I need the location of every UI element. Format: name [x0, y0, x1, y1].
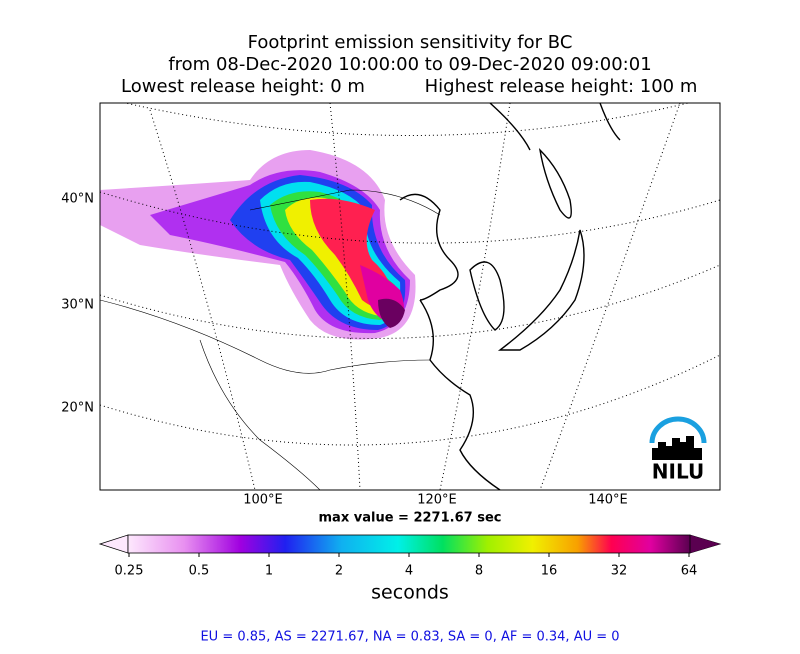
period: from 08-Dec-2020 10:00:00 to 09-Dec-2020… [168, 54, 651, 75]
colorbar-tick-label: 0.5 [189, 564, 210, 579]
colorbar-tick-label: 16 [541, 564, 558, 579]
map [100, 103, 720, 490]
colorbar-tick-label: 64 [681, 564, 698, 579]
lon-label: 120°E [417, 493, 457, 508]
colorbar-tick-label: 8 [475, 564, 483, 579]
lat-label: 30°N [61, 298, 94, 313]
colorbar-tick-label: 4 [405, 564, 413, 579]
colorbar-tick-label: 2 [335, 564, 343, 579]
title: Footprint emission sensitivity for BC [248, 32, 573, 53]
lon-label: 100°E [243, 493, 283, 508]
lat-label: 20°N [61, 401, 94, 416]
colorbar-tick-label: 1 [265, 564, 273, 579]
lat-label: 40°N [61, 192, 94, 207]
footer: EU = 0.85, AS = 2271.67, NA = 0.83, SA =… [200, 630, 619, 645]
colorbar-tick-label: 32 [611, 564, 628, 579]
colorbar-label: seconds [371, 582, 449, 604]
colorbar-tick-label: 0.25 [115, 564, 144, 579]
map-frame [99, 102, 721, 491]
colorbar [127, 534, 691, 554]
logo-text: NILU [652, 460, 704, 484]
colorbar-end [690, 535, 720, 553]
lowest-height: Lowest release height: 0 m [121, 76, 365, 97]
lon-label: 140°E [588, 493, 628, 508]
logo: NILU [649, 416, 707, 484]
highest-height: Highest release height: 100 m [425, 76, 698, 97]
max-value: max value = 2271.67 sec [319, 511, 502, 526]
